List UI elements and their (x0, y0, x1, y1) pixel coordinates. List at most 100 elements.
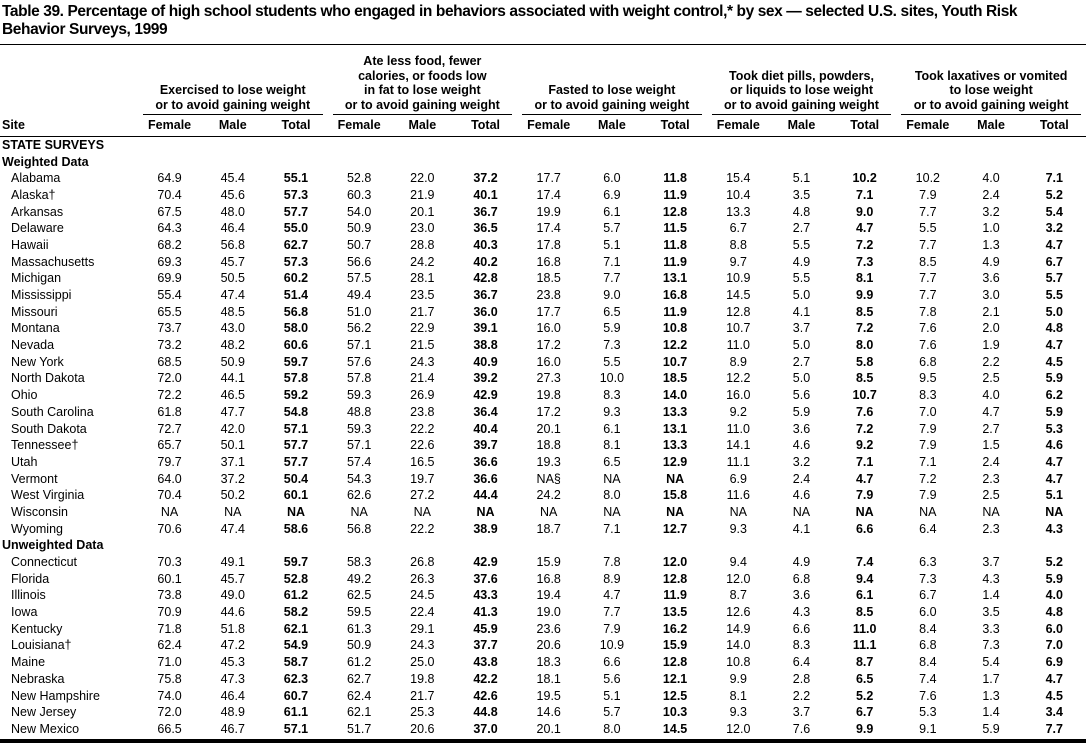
value: 68.2 (157, 237, 182, 252)
site-label: Massachusetts (11, 254, 95, 269)
total-value: 8.1 (855, 271, 874, 286)
total-value: 11.1 (852, 638, 877, 653)
col-header-total: Total (453, 115, 518, 138)
total-value: 4.3 (1045, 521, 1063, 536)
value: 5.1 (603, 237, 621, 252)
value: 16.8 (536, 254, 561, 269)
value: 14.0 (726, 638, 751, 653)
value: 2.0 (982, 321, 1000, 336)
site-label: Nevada (11, 338, 55, 353)
value: 5.5 (603, 354, 621, 369)
total-value: 60.7 (283, 688, 309, 703)
value: 57.4 (346, 454, 372, 469)
value: 45.3 (220, 655, 245, 670)
value: 8.3 (792, 638, 811, 653)
total-value: 40.2 (473, 254, 498, 269)
table-row: Kentucky 71.8 51.8 62.1 61.3 29.1 45.9 23.6 7.9 1… (0, 621, 1086, 638)
value: 49.4 (346, 288, 372, 303)
total-value: 5.9 (1045, 571, 1063, 586)
table-row: Ohio 72.2 46.5 59.2 59.3 26.9 42.9 19.8 8.3 14.0 1… (0, 388, 1086, 405)
total-value: 5.0 (1045, 304, 1063, 319)
value: 19.4 (536, 588, 561, 603)
value: NA§ (536, 471, 561, 486)
site-label: Vermont (11, 471, 58, 486)
value: 24.3 (410, 354, 435, 369)
total-value: 7.9 (855, 488, 874, 503)
value: 25.0 (410, 655, 435, 670)
total-value: 11.9 (663, 588, 687, 603)
value: 22.6 (410, 438, 435, 453)
value: 47.3 (220, 671, 245, 686)
value: 2.3 (982, 471, 1000, 486)
col-header-male: Male (580, 115, 644, 138)
total-value: 8.7 (855, 655, 874, 670)
value: 20.6 (410, 721, 435, 736)
value: 21.7 (410, 304, 435, 319)
table-title: Table 39. Percentage of high school stud… (0, 0, 1086, 45)
table-row: Connecticut 70.3 49.1 59.7 58.3 26.8 42.9 15.9 7… (0, 555, 1086, 572)
value: 37.2 (220, 471, 245, 486)
value: 2.4 (982, 187, 1000, 202)
total-value: 9.9 (855, 288, 874, 303)
col-header-female: Female (896, 115, 960, 138)
total-value: 7.0 (1045, 638, 1063, 653)
value: 6.7 (729, 221, 747, 236)
value: 4.1 (792, 304, 811, 319)
value: 5.9 (603, 321, 621, 336)
value: 47.4 (220, 521, 245, 536)
value: 18.5 (536, 271, 561, 286)
value: 46.4 (220, 221, 245, 236)
col-header-female: Female (327, 115, 391, 138)
column-group-label: Exercised to lose weight or to avoid gai… (143, 83, 323, 116)
value: 68.5 (157, 354, 182, 369)
value: 9.3 (729, 705, 747, 720)
total-value: 4.5 (1045, 354, 1063, 369)
total-value: 11.9 (663, 187, 687, 202)
value: 24.2 (410, 254, 435, 269)
col-header-female: Female (138, 115, 202, 138)
total-value: 62.3 (283, 671, 309, 686)
value: 4.3 (792, 605, 811, 620)
total-value: 37.7 (473, 638, 498, 653)
value: 6.4 (792, 655, 811, 670)
site-label: Illinois (11, 588, 46, 603)
value: 6.8 (792, 571, 811, 586)
total-value: 61.2 (283, 588, 309, 603)
value: 50.2 (220, 488, 245, 503)
total-value: 7.7 (1045, 721, 1063, 736)
total-value: 43.3 (473, 588, 498, 603)
value: 5.5 (792, 237, 811, 252)
table-row: Iowa 70.9 44.6 58.2 59.5 22.4 41.3 19.0 7.7 13.5 1… (0, 605, 1086, 622)
value: 45.4 (220, 171, 245, 186)
column-group-ate-less: Ate less food, fewer calories, or foods … (328, 45, 518, 116)
total-value: 16.2 (662, 621, 688, 636)
total-value: 6.9 (1045, 655, 1063, 670)
total-value: 8.5 (855, 304, 874, 319)
value: 17.7 (536, 304, 561, 319)
value: 18.3 (536, 655, 561, 670)
total-value: 40.9 (473, 354, 498, 369)
value: 12.6 (726, 605, 751, 620)
value: 23.0 (410, 221, 435, 236)
value: 5.6 (603, 671, 621, 686)
value: 9.0 (603, 288, 621, 303)
value: NA (350, 504, 368, 519)
value: 14.6 (536, 705, 561, 720)
total-value: 38.8 (473, 338, 498, 353)
total-value: 7.2 (855, 237, 874, 252)
total-value: 57.1 (283, 721, 309, 736)
table-row: Arkansas 67.5 48.0 57.7 54.0 20.1 36.7 19.9 6.1 1… (0, 204, 1086, 221)
value: 42.0 (220, 421, 245, 436)
value: 72.0 (157, 371, 182, 386)
value: 4.0 (982, 171, 1000, 186)
total-value: 54.9 (283, 638, 309, 653)
site-label: Maine (11, 655, 46, 670)
value: 60.3 (346, 187, 372, 202)
value: 8.3 (603, 388, 621, 403)
value: 5.0 (792, 288, 811, 303)
value: 10.8 (726, 655, 751, 670)
value: 58.3 (346, 555, 372, 570)
value: 17.7 (536, 171, 561, 186)
column-group-laxatives: Took laxatives or vomited to lose weight… (896, 45, 1086, 116)
total-value: 13.5 (662, 605, 688, 620)
